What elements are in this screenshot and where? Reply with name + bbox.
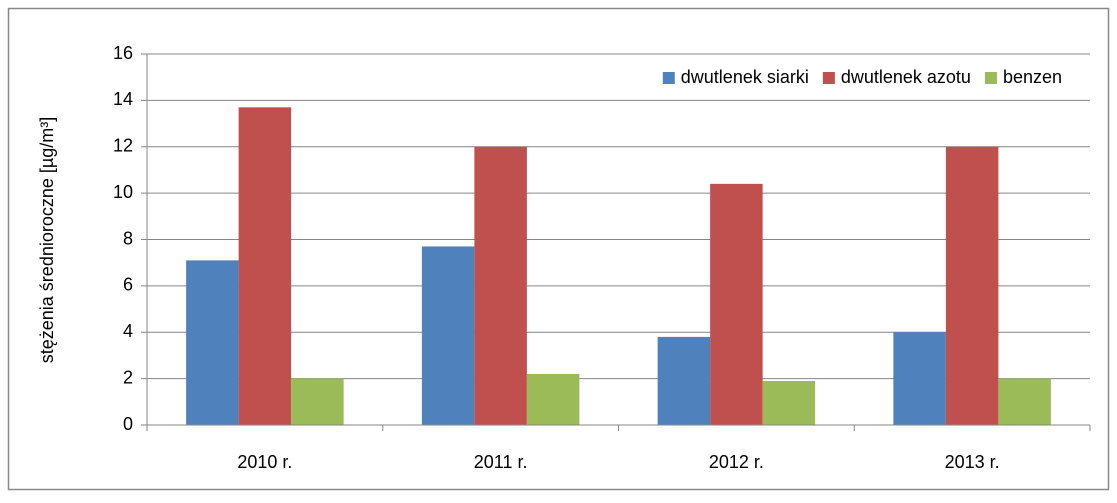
y-tick-label: 12 <box>113 136 133 156</box>
bar <box>710 183 763 425</box>
y-tick-label: 4 <box>123 321 133 341</box>
y-tick-label: 6 <box>123 275 133 295</box>
legend-label: dwutlenek siarki <box>681 67 809 87</box>
bar <box>421 246 475 425</box>
legend-swatch <box>662 72 675 84</box>
bar <box>474 146 527 425</box>
bar <box>526 373 580 425</box>
y-tick-label: 10 <box>113 182 133 202</box>
y-tick-label: 16 <box>113 43 133 63</box>
bar <box>238 107 292 426</box>
bar <box>186 260 239 425</box>
bar <box>657 336 711 425</box>
bar <box>762 380 816 425</box>
y-axis-label: stężenia średnioroczne [µg/m³] <box>37 117 57 363</box>
y-tick-label: 14 <box>113 89 133 109</box>
bar <box>945 146 999 425</box>
y-tick-label: 8 <box>123 228 133 248</box>
x-tick-label: 2010 r. <box>237 452 292 472</box>
x-tick-label: 2013 r. <box>945 452 1000 472</box>
x-tick-label: 2012 r. <box>709 452 764 472</box>
legend-swatch <box>822 72 835 84</box>
x-tick-label: 2011 r. <box>474 452 528 472</box>
bar <box>998 378 1051 425</box>
legend-label: dwutlenek azotu <box>841 67 971 87</box>
y-tick-label: 2 <box>123 367 133 387</box>
bar <box>291 378 344 425</box>
legend-label: benzen <box>1003 67 1062 87</box>
bar <box>893 332 946 425</box>
y-tick-label: 0 <box>123 414 133 434</box>
legend-swatch <box>984 72 997 84</box>
